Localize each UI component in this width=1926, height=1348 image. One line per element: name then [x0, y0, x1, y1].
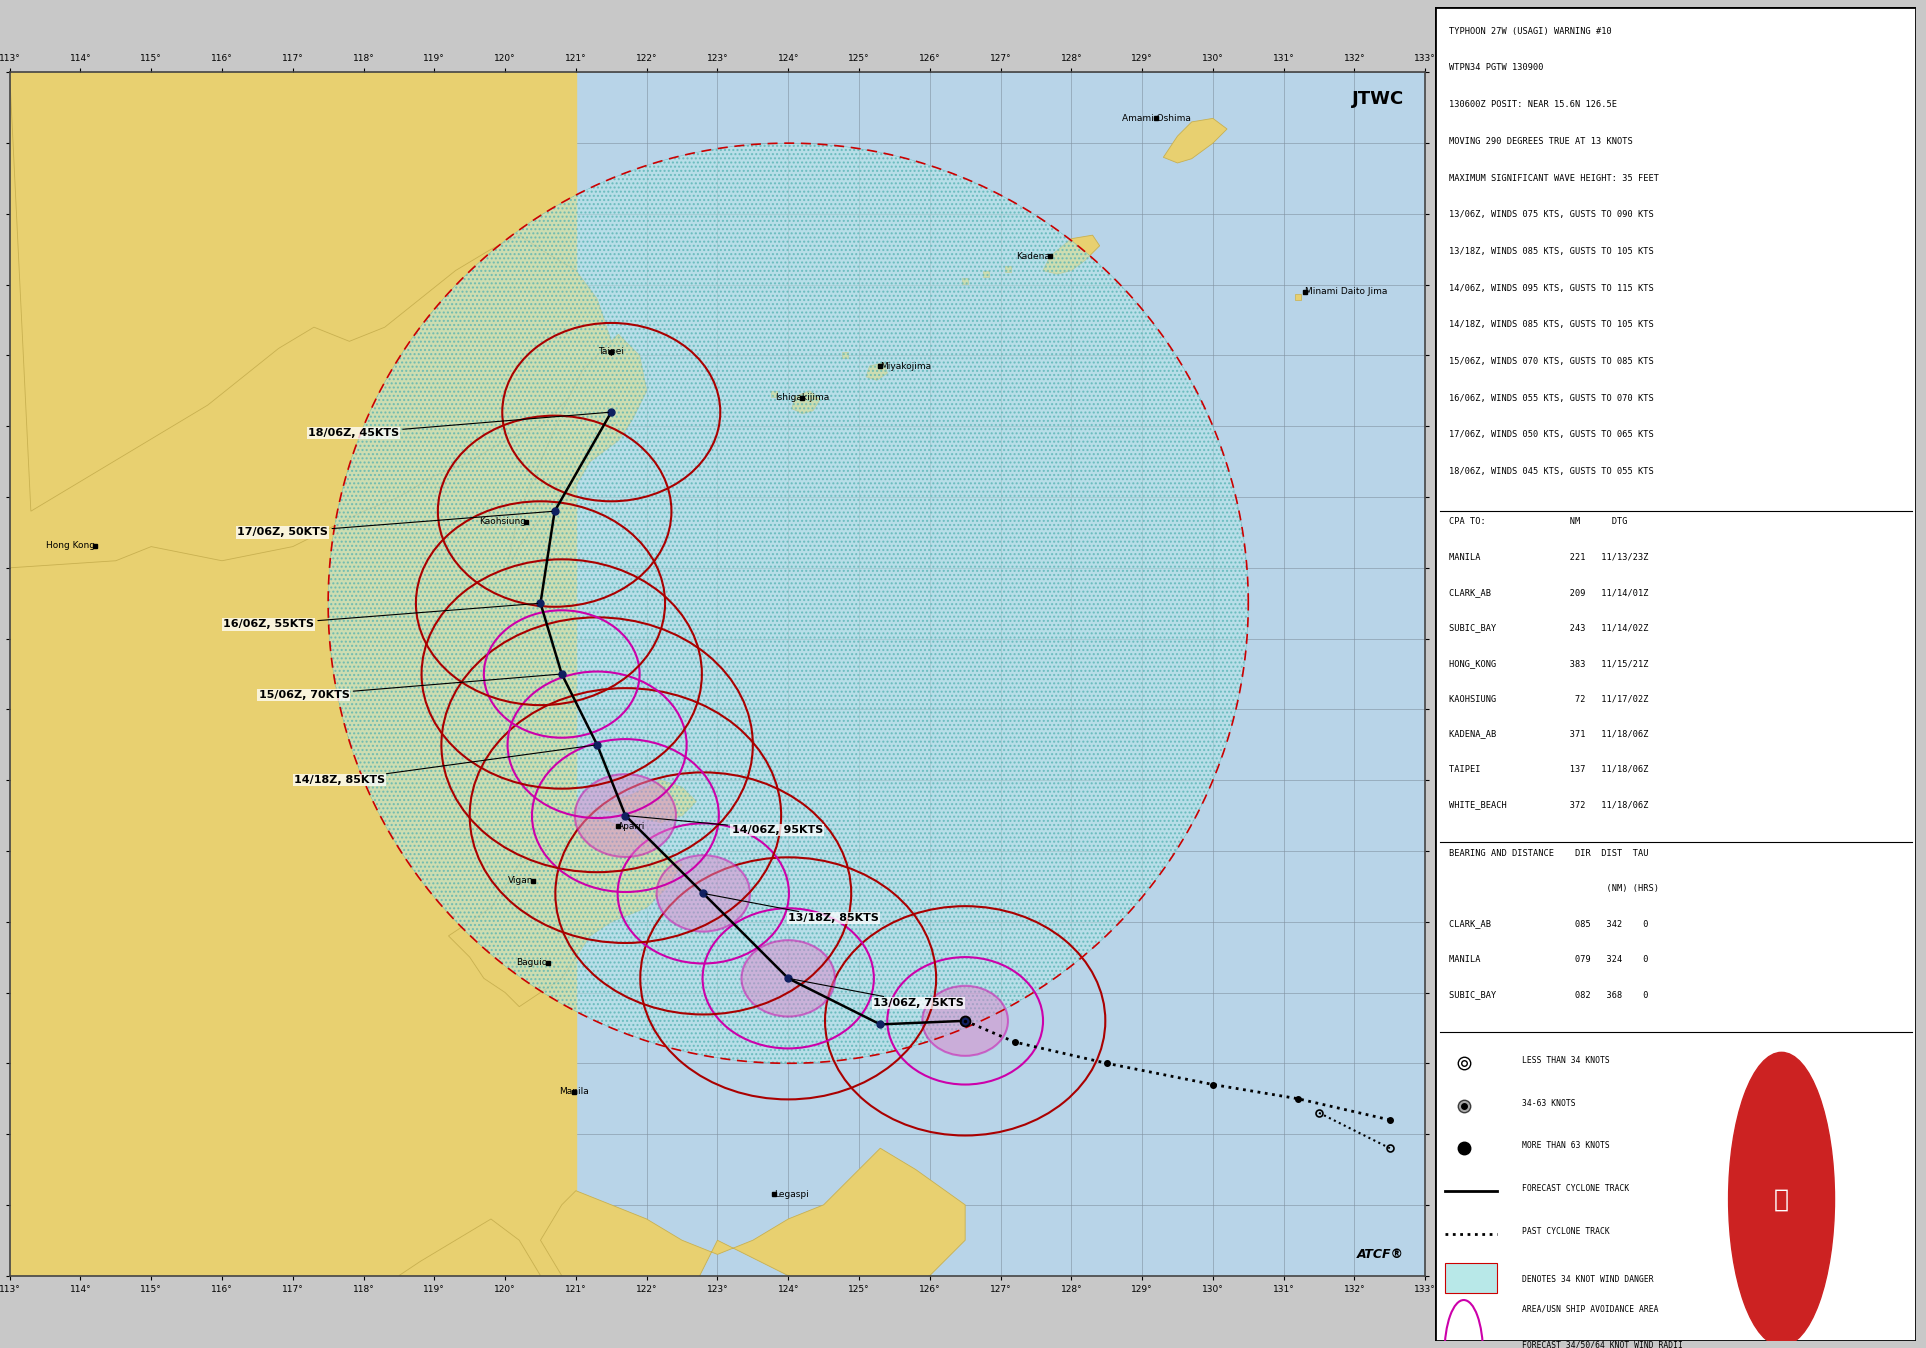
Text: DENOTES 34 KNOT WIND DANGER: DENOTES 34 KNOT WIND DANGER	[1522, 1275, 1653, 1283]
Text: MORE THAN 63 KNOTS: MORE THAN 63 KNOTS	[1522, 1142, 1610, 1150]
Text: WHITE_BEACH            372   11/18/06Z: WHITE_BEACH 372 11/18/06Z	[1450, 801, 1649, 809]
Text: Baguio: Baguio	[516, 958, 547, 968]
Text: 130600Z POSIT: NEAR 15.6N 126.5E: 130600Z POSIT: NEAR 15.6N 126.5E	[1450, 100, 1618, 109]
Text: 16/06Z, 55KTS: 16/06Z, 55KTS	[223, 604, 537, 630]
Text: Miyakojima: Miyakojima	[880, 361, 932, 371]
Text: Kadena: Kadena	[1017, 252, 1050, 262]
Text: LESS THAN 34 KNOTS: LESS THAN 34 KNOTS	[1522, 1055, 1610, 1065]
Ellipse shape	[742, 940, 836, 1016]
Ellipse shape	[327, 143, 1248, 1064]
Text: KAOHSIUNG               72   11/17/02Z: KAOHSIUNG 72 11/17/02Z	[1450, 694, 1649, 704]
Ellipse shape	[923, 985, 1007, 1055]
Ellipse shape	[657, 855, 749, 931]
Text: Minami Daito Jima: Minami Daito Jima	[1306, 287, 1387, 297]
Text: 14/06Z, 95KTS: 14/06Z, 95KTS	[628, 816, 822, 834]
Text: 16/06Z, WINDS 055 KTS, GUSTS TO 070 KTS: 16/06Z, WINDS 055 KTS, GUSTS TO 070 KTS	[1450, 394, 1654, 403]
Text: Kaohsiung: Kaohsiung	[480, 518, 526, 526]
Text: Aparri: Aparri	[618, 822, 645, 830]
Text: 15/06Z, WINDS 070 KTS, GUSTS TO 085 KTS: 15/06Z, WINDS 070 KTS, GUSTS TO 085 KTS	[1450, 357, 1654, 367]
Text: Manila: Manila	[559, 1086, 589, 1096]
Text: HONG_KONG              383   11/15/21Z: HONG_KONG 383 11/15/21Z	[1450, 659, 1649, 667]
Text: MAXIMUM SIGNIFICANT WAVE HEIGHT: 35 FEET: MAXIMUM SIGNIFICANT WAVE HEIGHT: 35 FEET	[1450, 174, 1660, 182]
Polygon shape	[1163, 119, 1227, 163]
Polygon shape	[10, 73, 611, 568]
Polygon shape	[10, 73, 576, 1275]
Text: 13/06Z, WINDS 075 KTS, GUSTS TO 090 KTS: 13/06Z, WINDS 075 KTS, GUSTS TO 090 KTS	[1450, 210, 1654, 220]
Text: Amami Oshima: Amami Oshima	[1121, 113, 1190, 123]
Text: CLARK_AB                085   342    0: CLARK_AB 085 342 0	[1450, 919, 1649, 929]
Text: ATCF®: ATCF®	[1358, 1248, 1404, 1262]
Polygon shape	[399, 1219, 541, 1325]
Text: 14/18Z, 85KTS: 14/18Z, 85KTS	[293, 745, 595, 785]
Text: CPA TO:                NM      DTG: CPA TO: NM DTG	[1450, 518, 1627, 526]
Polygon shape	[505, 334, 647, 574]
Text: AREA/USN SHIP AVOIDANCE AREA: AREA/USN SHIP AVOIDANCE AREA	[1522, 1305, 1658, 1313]
Circle shape	[1730, 1053, 1834, 1345]
Text: TAIPEI                 137   11/18/06Z: TAIPEI 137 11/18/06Z	[1450, 764, 1649, 774]
Polygon shape	[867, 363, 888, 380]
Polygon shape	[10, 532, 541, 1275]
Text: ⎈: ⎈	[1774, 1188, 1789, 1211]
Text: FORECAST 34/50/64 KNOT WIND RADII: FORECAST 34/50/64 KNOT WIND RADII	[1522, 1341, 1683, 1348]
Text: 13/18Z, 85KTS: 13/18Z, 85KTS	[707, 894, 878, 923]
Text: Hong Kong: Hong Kong	[46, 542, 94, 550]
Text: Legaspi: Legaspi	[774, 1190, 809, 1198]
Polygon shape	[541, 1148, 965, 1347]
Text: MOVING 290 DEGREES TRUE AT 13 KNOTS: MOVING 290 DEGREES TRUE AT 13 KNOTS	[1450, 137, 1633, 146]
Text: MANILA                 221   11/13/23Z: MANILA 221 11/13/23Z	[1450, 553, 1649, 562]
Text: (NM) (HRS): (NM) (HRS)	[1450, 884, 1660, 894]
Text: Vigan: Vigan	[508, 876, 534, 886]
Text: 14/06Z, WINDS 095 KTS, GUSTS TO 115 KTS: 14/06Z, WINDS 095 KTS, GUSTS TO 115 KTS	[1450, 283, 1654, 293]
Text: Ishigakijima: Ishigakijima	[776, 394, 830, 403]
Text: CLARK_AB               209   11/14/01Z: CLARK_AB 209 11/14/01Z	[1450, 588, 1649, 597]
Text: TYPHOON 27W (USAGI) WARNING #10: TYPHOON 27W (USAGI) WARNING #10	[1450, 27, 1612, 36]
Text: 17/06Z, WINDS 050 KTS, GUSTS TO 065 KTS: 17/06Z, WINDS 050 KTS, GUSTS TO 065 KTS	[1450, 430, 1654, 439]
Ellipse shape	[574, 774, 676, 857]
Text: BEARING AND DISTANCE    DIR  DIST  TAU: BEARING AND DISTANCE DIR DIST TAU	[1450, 849, 1649, 857]
Text: SUBIC_BAY              243   11/14/02Z: SUBIC_BAY 243 11/14/02Z	[1450, 623, 1649, 632]
Text: JTWC: JTWC	[1352, 90, 1404, 108]
Polygon shape	[1044, 235, 1100, 274]
Text: 14/18Z, WINDS 085 KTS, GUSTS TO 105 KTS: 14/18Z, WINDS 085 KTS, GUSTS TO 105 KTS	[1450, 321, 1654, 329]
Text: WTPN34 PGTW 130900: WTPN34 PGTW 130900	[1450, 63, 1545, 73]
Polygon shape	[449, 780, 695, 1007]
Text: FORECAST CYCLONE TRACK: FORECAST CYCLONE TRACK	[1522, 1184, 1629, 1193]
Text: 13/06Z, 75KTS: 13/06Z, 75KTS	[792, 979, 965, 1008]
Text: 18/06Z, WINDS 045 KTS, GUSTS TO 055 KTS: 18/06Z, WINDS 045 KTS, GUSTS TO 055 KTS	[1450, 468, 1654, 476]
Text: MANILA                  079   324    0: MANILA 079 324 0	[1450, 954, 1649, 964]
Text: 15/06Z, 70KTS: 15/06Z, 70KTS	[258, 674, 559, 700]
Text: PAST CYCLONE TRACK: PAST CYCLONE TRACK	[1522, 1227, 1610, 1236]
Text: 17/06Z, 50KTS: 17/06Z, 50KTS	[237, 511, 553, 538]
Text: Taipei: Taipei	[599, 348, 624, 356]
Text: 18/06Z, 45KTS: 18/06Z, 45KTS	[308, 412, 609, 438]
Text: 13/18Z, WINDS 085 KTS, GUSTS TO 105 KTS: 13/18Z, WINDS 085 KTS, GUSTS TO 105 KTS	[1450, 247, 1654, 256]
Polygon shape	[792, 391, 820, 414]
Text: SUBIC_BAY               082   368    0: SUBIC_BAY 082 368 0	[1450, 991, 1649, 999]
Bar	[1444, 1263, 1498, 1293]
Text: KADENA_AB              371   11/18/06Z: KADENA_AB 371 11/18/06Z	[1450, 729, 1649, 739]
Text: 34-63 KNOTS: 34-63 KNOTS	[1522, 1099, 1575, 1108]
